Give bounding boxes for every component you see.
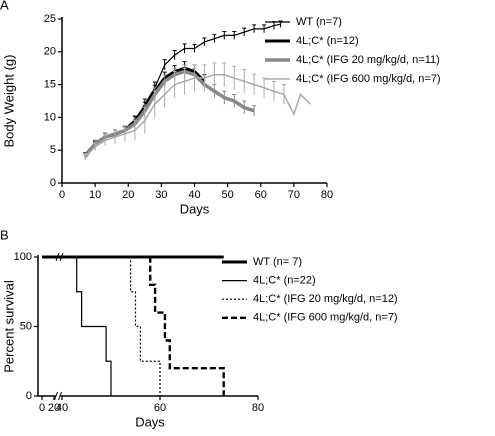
error-bar bbox=[202, 64, 207, 92]
error-bar bbox=[232, 30, 237, 40]
error-bar bbox=[272, 80, 276, 101]
error-bar bbox=[182, 67, 187, 95]
error-bar bbox=[212, 62, 217, 87]
error-bar bbox=[122, 125, 127, 142]
x-tick-label: 80 bbox=[321, 189, 333, 201]
series-line bbox=[84, 74, 311, 158]
legend-label: 4L;C* (IFG 600 mg/kg/d, n=7) bbox=[296, 73, 441, 85]
axis-break bbox=[54, 391, 58, 401]
error-bar bbox=[222, 90, 227, 105]
error-bar bbox=[242, 69, 247, 94]
legend-label: 4L;C* (IFG 600 mg/kg/d, n=7) bbox=[253, 312, 398, 324]
y-tick-label: 15 bbox=[44, 79, 56, 91]
error-bar bbox=[172, 49, 177, 60]
survival-curve bbox=[42, 255, 225, 396]
error-bar bbox=[222, 30, 227, 40]
y-tick-label: 10 bbox=[44, 111, 56, 123]
legend-label: WT (n= 7) bbox=[253, 256, 302, 268]
error-bar bbox=[113, 130, 117, 144]
error-bar bbox=[152, 90, 157, 118]
series-line bbox=[83, 69, 255, 158]
x-tick-label: 60 bbox=[154, 402, 166, 414]
error-bar bbox=[222, 62, 227, 87]
panel-label: B bbox=[0, 227, 9, 242]
error-bar bbox=[232, 65, 237, 90]
error-bar bbox=[192, 64, 197, 92]
error-bar bbox=[202, 37, 207, 46]
error-bar bbox=[93, 142, 98, 151]
error-bar bbox=[281, 84, 286, 105]
error-bar bbox=[162, 80, 167, 108]
axis-break bbox=[58, 391, 62, 401]
panel-label: A bbox=[0, 0, 9, 12]
x-axis-title: Days bbox=[135, 414, 165, 429]
error-bar bbox=[192, 44, 197, 53]
y-tick-label: 100 bbox=[14, 251, 32, 263]
error-bar bbox=[142, 107, 147, 134]
error-bar bbox=[242, 100, 247, 115]
y-tick-label: 0 bbox=[26, 390, 32, 402]
x-tick-label: 40 bbox=[56, 402, 68, 414]
y-axis-title: Percent survival bbox=[1, 280, 16, 373]
survival-curve bbox=[42, 256, 161, 396]
error-bar bbox=[232, 93, 237, 108]
error-bar bbox=[252, 73, 257, 96]
error-bar bbox=[242, 27, 247, 37]
error-bar bbox=[172, 70, 177, 98]
y-axis-title: Body Weight (g) bbox=[1, 55, 16, 148]
y-tick-label: 20 bbox=[44, 46, 56, 58]
x-tick-label: 70 bbox=[288, 189, 300, 201]
error-bar bbox=[103, 134, 108, 146]
x-tick-label: 40 bbox=[188, 189, 200, 201]
legend-label: 4L;C* (n=22) bbox=[253, 275, 316, 287]
x-tick-label: 0 bbox=[39, 402, 45, 414]
y-tick-label: 25 bbox=[44, 13, 56, 25]
legend-label: 4L;C* (IFG 20 mg/kg/d, n=12) bbox=[253, 293, 398, 305]
y-tick-label: 0 bbox=[50, 177, 56, 189]
x-tick-label: 0 bbox=[59, 189, 65, 201]
y-tick-label: 5 bbox=[50, 144, 56, 156]
x-tick-label: 20 bbox=[122, 189, 134, 201]
error-bar bbox=[262, 24, 267, 33]
error-bar bbox=[132, 120, 137, 141]
x-tick-label: 10 bbox=[89, 189, 101, 201]
x-tick-label: 30 bbox=[155, 189, 167, 201]
error-bar bbox=[83, 152, 88, 161]
x-tick-label: 20 bbox=[48, 402, 60, 414]
error-bar bbox=[162, 59, 167, 71]
error-bar bbox=[182, 43, 187, 54]
error-bar bbox=[252, 24, 257, 33]
legend-label: 4L;C* (n=12) bbox=[296, 35, 359, 47]
error-bar bbox=[262, 77, 267, 98]
survival-curve bbox=[42, 256, 112, 396]
legend-label: 4L;C* (IFG 20 mg/kg/d, n=11) bbox=[296, 54, 440, 66]
x-tick-label: 50 bbox=[222, 189, 234, 201]
y-tick-label: 50 bbox=[20, 320, 32, 332]
error-bar bbox=[252, 105, 257, 117]
error-bar bbox=[212, 34, 217, 43]
legend-label: WT (n=7) bbox=[296, 16, 342, 28]
x-tick-label: 60 bbox=[255, 189, 267, 201]
x-tick-label: 80 bbox=[252, 402, 264, 414]
x-axis-title: Days bbox=[180, 201, 210, 216]
